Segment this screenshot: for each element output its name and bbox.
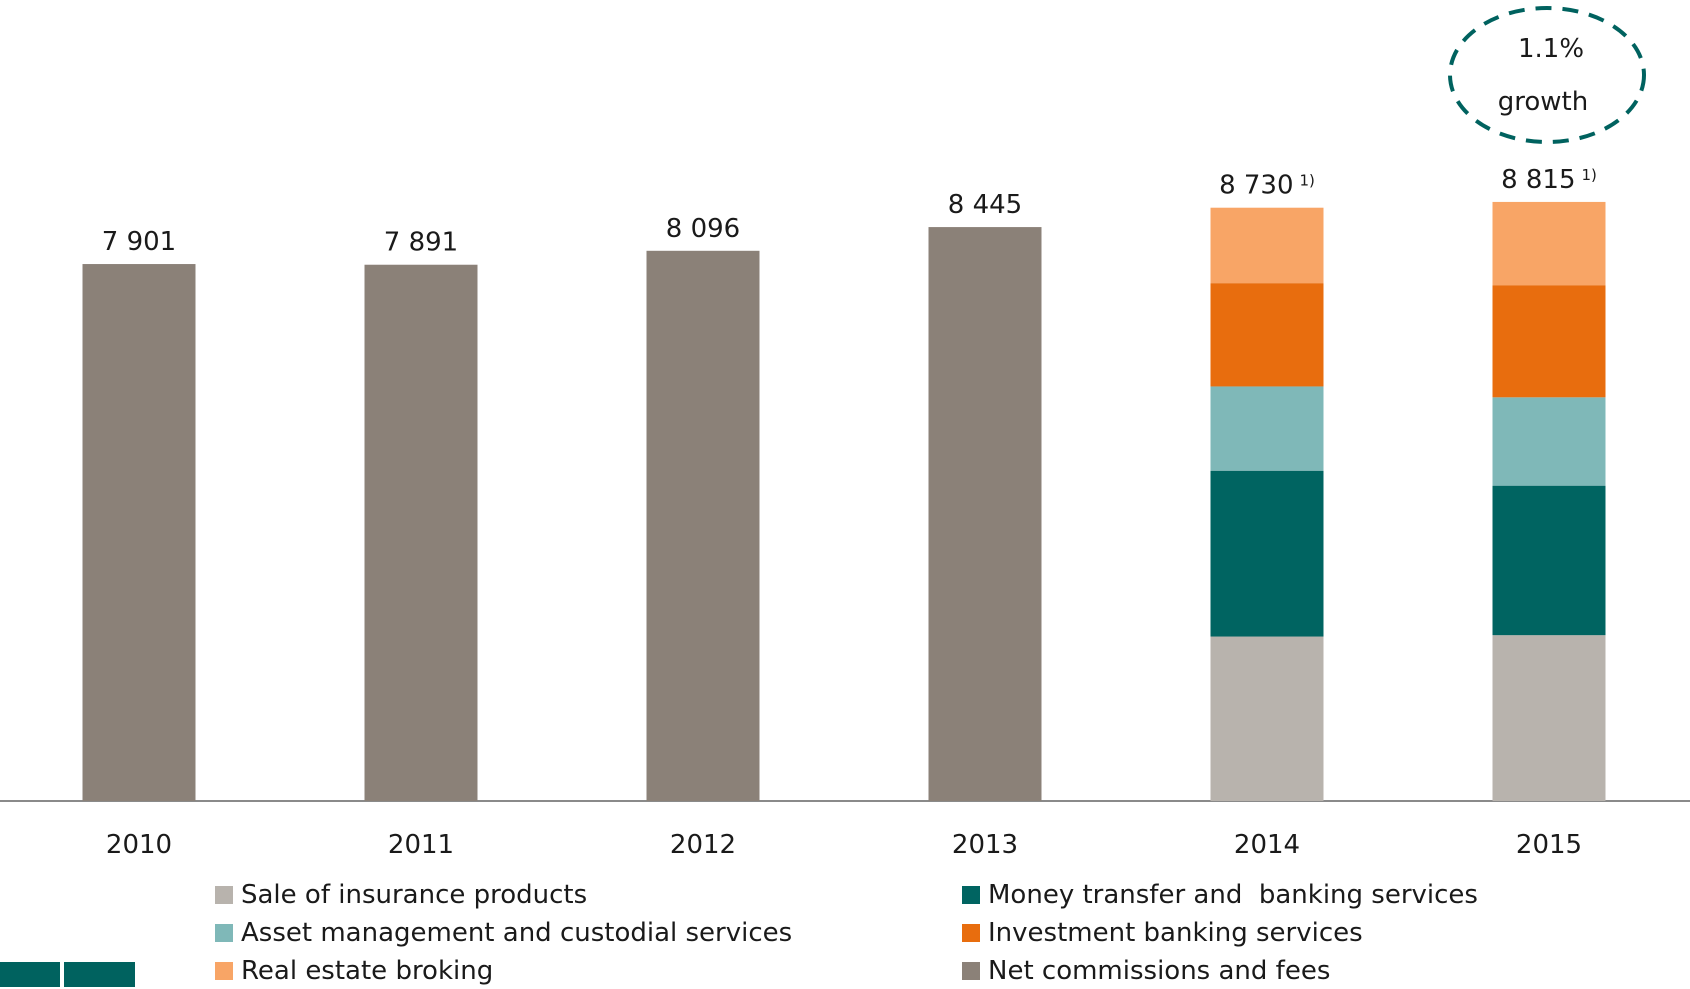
bar-segment-investment-banking-services-2015	[1492, 285, 1606, 398]
legend-item-investment-banking: Investment banking services	[962, 915, 1363, 951]
bar-net-commissions-2013	[928, 227, 1042, 801]
legend-label: Investment banking services	[988, 918, 1363, 948]
data-label-2014: 8 730 1)	[1219, 171, 1315, 201]
bar-net-commissions-2010	[82, 264, 196, 801]
bar-segment-investment-banking-services-2014	[1210, 283, 1324, 387]
bar-segment-real-estate-broking-2014	[1210, 207, 1324, 284]
x-tick-label-2012: 2012	[670, 830, 736, 860]
legend-swatch	[215, 962, 233, 980]
bar-segment-sale-of-insurance-products-2014	[1210, 636, 1324, 801]
x-tick-label-2014: 2014	[1234, 830, 1300, 860]
legend-swatch	[962, 924, 980, 942]
data-label-2011: 7 891	[384, 228, 458, 258]
legend-label: Real estate broking	[241, 956, 494, 986]
legend-label: Net commissions and fees	[988, 956, 1331, 986]
bar-segment-asset-management-and-custodial-services-2014	[1210, 386, 1324, 471]
legend-swatch	[962, 962, 980, 980]
bar-net-commissions-2011	[364, 264, 478, 801]
data-label-2013: 8 445	[948, 190, 1022, 220]
legend-swatch	[215, 886, 233, 904]
legend-label: Money transfer and banking services	[988, 880, 1478, 910]
data-label-2012: 8 096	[666, 214, 740, 244]
data-label-2010: 7 901	[102, 227, 176, 257]
legend-item-net-commissions: Net commissions and fees	[962, 953, 1330, 989]
x-tick-label-2013: 2013	[952, 830, 1018, 860]
data-label-2015: 8 815 1)	[1501, 165, 1597, 195]
legend-item-sale-of-insurance: Sale of insurance products	[215, 877, 587, 913]
growth-annotation-label: growth	[1498, 87, 1588, 117]
legend-item-money-transfer: Money transfer and banking services	[962, 877, 1478, 913]
brand-logo-divider	[60, 962, 64, 987]
bar-segment-asset-management-and-custodial-services-2015	[1492, 397, 1606, 486]
legend-swatch	[962, 886, 980, 904]
x-tick-label-2010: 2010	[106, 830, 172, 860]
brand-logo	[0, 962, 135, 987]
bar-segment-real-estate-broking-2015	[1492, 201, 1606, 286]
legend-swatch	[215, 924, 233, 942]
legend-item-real-estate: Real estate broking	[215, 953, 493, 989]
legend-item-asset-management: Asset management and custodial services	[215, 915, 792, 951]
x-tick-label-2011: 2011	[388, 830, 454, 860]
bar-net-commissions-2012	[646, 250, 760, 801]
legend-label: Asset management and custodial services	[241, 918, 793, 948]
bar-segment-money-transfer-and-banking-services-2014	[1210, 470, 1324, 637]
legend-label: Sale of insurance products	[241, 880, 588, 910]
bar-segment-money-transfer-and-banking-services-2015	[1492, 485, 1606, 636]
growth-annotation-ellipse	[1448, 6, 1646, 144]
x-tick-label-2015: 2015	[1516, 830, 1582, 860]
growth-annotation-value: 1.1%	[1518, 34, 1584, 64]
bar-segment-sale-of-insurance-products-2015	[1492, 635, 1606, 801]
